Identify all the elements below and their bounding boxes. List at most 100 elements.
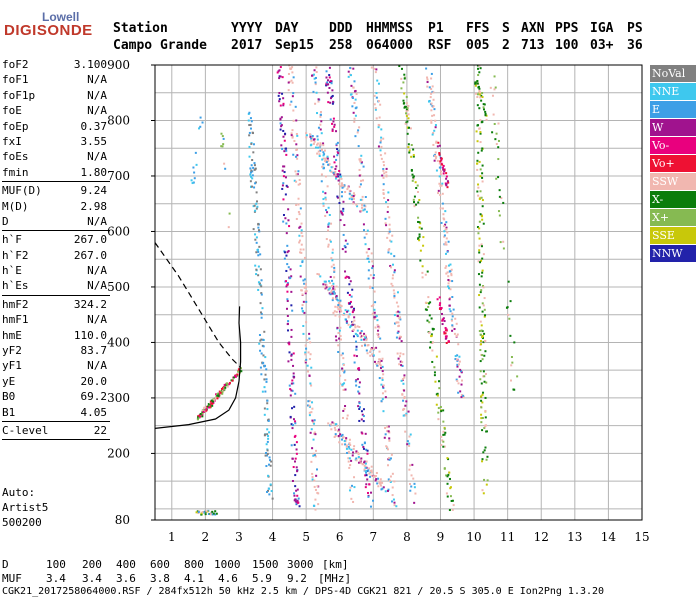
echo-point — [327, 422, 330, 425]
echo-point — [290, 79, 293, 82]
echo-point — [348, 313, 351, 316]
echo-point — [448, 279, 451, 282]
echo-point — [382, 137, 385, 140]
echo-point — [364, 462, 367, 465]
echo-point — [351, 323, 354, 326]
echo-point — [443, 433, 446, 436]
echo-point — [430, 77, 433, 80]
echo-point — [409, 127, 412, 130]
echo-point — [253, 204, 256, 207]
echo-point — [365, 483, 368, 486]
echo-point — [340, 184, 343, 187]
echo-point — [482, 304, 485, 307]
echo-point — [337, 344, 340, 347]
echo-point — [331, 259, 334, 262]
echo-point — [478, 127, 481, 130]
param-key: h`F2 — [2, 248, 29, 262]
echo-point — [263, 433, 266, 436]
echo-point — [340, 182, 343, 185]
echo-point — [412, 177, 415, 180]
echo-point — [362, 179, 365, 182]
echo-point — [381, 357, 384, 360]
echo-point — [439, 194, 442, 197]
echo-point — [352, 86, 355, 89]
echo-point — [200, 513, 203, 516]
echo-point — [305, 300, 308, 303]
echo-point — [356, 205, 359, 208]
echo-point — [457, 343, 460, 346]
echo-point — [412, 198, 415, 201]
echo-point — [445, 265, 448, 268]
echo-point — [341, 186, 344, 189]
echo-point — [295, 143, 298, 146]
echo-point — [314, 498, 317, 501]
echo-point — [286, 323, 289, 326]
echo-point — [211, 513, 214, 516]
echo-point — [404, 122, 407, 125]
echo-point — [371, 260, 374, 263]
echo-point — [226, 383, 229, 386]
x-tick-label: 12 — [534, 530, 549, 544]
echo-point — [351, 454, 354, 457]
echo-point — [389, 481, 392, 484]
echo-point — [495, 132, 498, 135]
echo-point — [430, 109, 433, 112]
echo-point — [220, 387, 223, 390]
echo-point — [346, 452, 349, 455]
echo-point — [370, 305, 373, 308]
echo-point — [378, 326, 381, 329]
header-value: 258 — [329, 38, 353, 53]
echo-point — [345, 275, 348, 278]
echo-point — [481, 176, 484, 179]
echo-point — [214, 510, 217, 513]
echo-point — [309, 353, 312, 356]
echo-point — [404, 404, 407, 407]
echo-point — [476, 159, 479, 162]
echo-point — [257, 265, 260, 268]
echo-point — [290, 382, 293, 385]
echo-point — [279, 104, 282, 107]
echo-point — [445, 177, 448, 180]
echo-point — [337, 350, 340, 353]
echo-point — [433, 366, 436, 369]
echo-point — [450, 499, 453, 502]
header-value: 713 — [521, 38, 545, 53]
echo-point — [280, 144, 283, 147]
param-value: 69.2 — [80, 390, 108, 404]
echo-point — [444, 337, 447, 340]
muf-value: 3.4 — [82, 572, 102, 585]
echo-point — [339, 304, 342, 307]
echo-point — [447, 458, 450, 461]
echo-point — [425, 67, 428, 70]
auto-version: 500200 — [2, 516, 42, 529]
echo-point — [387, 251, 390, 254]
echo-point — [372, 354, 375, 357]
echo-point — [292, 376, 295, 379]
echo-point — [291, 407, 294, 410]
echo-point — [254, 209, 257, 212]
echo-point — [438, 144, 441, 147]
echo-point — [389, 264, 392, 267]
echo-point — [493, 122, 496, 125]
echo-point — [386, 425, 389, 428]
echo-point — [340, 195, 343, 198]
echo-point — [313, 432, 316, 435]
echo-point — [331, 421, 334, 424]
echo-point — [323, 149, 326, 152]
echo-point — [366, 449, 369, 452]
header-value: RSF — [428, 38, 452, 53]
echo-point — [349, 280, 352, 283]
echo-point — [291, 379, 294, 382]
echo-point — [315, 66, 318, 69]
echo-point — [290, 423, 293, 426]
echo-point — [368, 483, 371, 486]
echo-point — [288, 343, 291, 346]
echo-point — [396, 352, 399, 355]
echo-point — [329, 293, 332, 296]
echo-point — [287, 219, 290, 222]
echo-point — [279, 122, 282, 125]
echo-point — [338, 315, 341, 318]
echo-point — [257, 222, 260, 225]
echo-point — [304, 344, 307, 347]
echo-point — [405, 108, 408, 111]
